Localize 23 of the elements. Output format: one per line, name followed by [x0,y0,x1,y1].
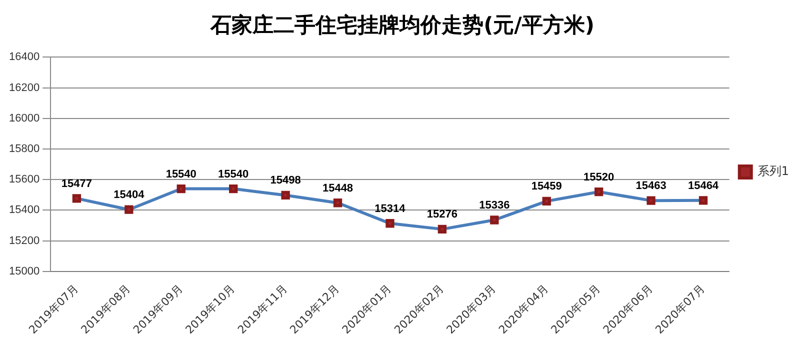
y-tick-label: 15600 [8,174,40,186]
legend-label: 系列1 [757,164,790,178]
y-tick-label: 15800 [8,143,40,156]
y-tick-label: 16000 [8,112,40,124]
data-label: 15463 [636,180,666,192]
y-tick-label: 16400 [8,51,40,64]
data-label: 15464 [688,180,720,192]
y-tick-label: 15000 [8,265,40,278]
y-tick-label: 15200 [8,234,40,247]
data-label: 15448 [322,182,354,194]
data-label: 15459 [531,180,562,193]
y-tick-label: 15400 [8,204,40,216]
data-label: 15540 [166,168,196,180]
data-label: 15520 [584,171,614,184]
data-label: 15276 [426,208,458,221]
data-label: 15498 [270,174,301,187]
chart-title: 石家庄二手住宅挂牌均价走势(元/平方米) [210,13,594,38]
data-label: 15314 [374,202,406,215]
data-label: 15540 [218,168,249,180]
data-label: 15336 [479,200,510,212]
data-label: 15404 [114,189,146,202]
y-tick-label: 16200 [8,82,40,94]
data-label: 15477 [61,178,92,190]
